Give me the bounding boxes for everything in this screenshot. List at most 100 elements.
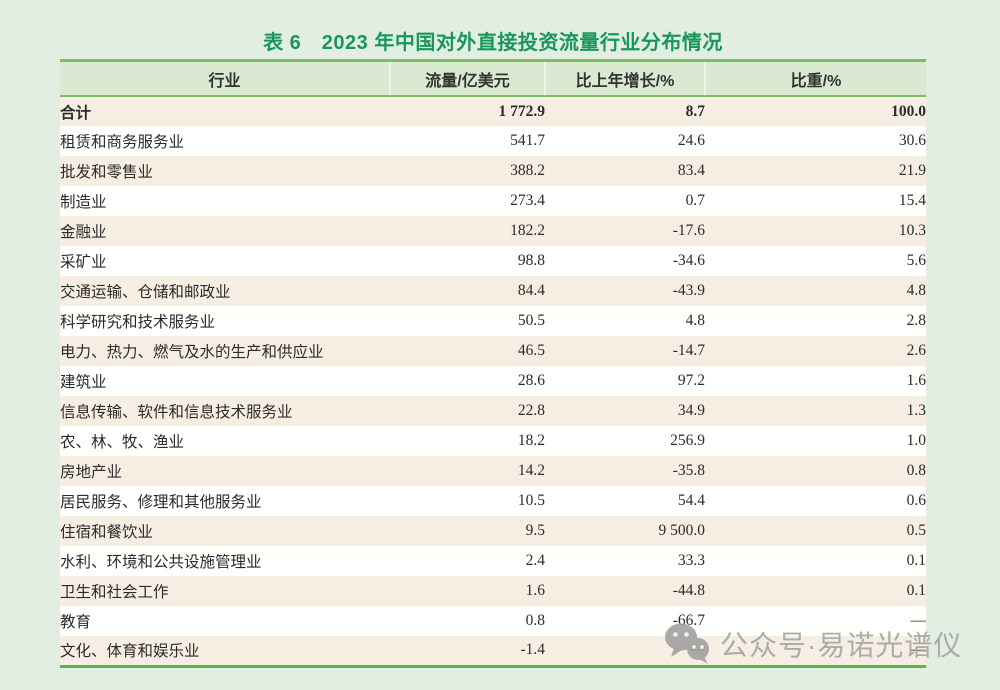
cell-industry: 科学研究和技术服务业 [60,314,216,331]
cell-share: 1.3 [906,402,926,419]
column-header-growth: 比上年增长/% [545,59,706,97]
cell-growth: 33.3 [677,552,705,569]
cell-industry: 批发和零售业 [60,164,154,181]
table-row: 农、林、牧、渔业 18.2 256.9 1.0 [60,426,926,456]
table-row: 房地产业 14.2 -35.8 0.8 [60,456,926,486]
table-row: 教育 0.8 -66.7 — [60,606,926,636]
cell-growth: 83.4 [677,162,705,179]
cell-growth: -66.7 [672,612,705,629]
cell-growth: 9 500.0 [658,522,706,539]
cell-industry: 房地产业 [60,464,123,481]
cell-share: 5.6 [906,252,926,269]
cell-flow: 541.7 [510,132,545,149]
cell-growth: 97.2 [677,372,705,389]
cell-industry: 建筑业 [60,374,107,391]
cell-flow: 388.2 [510,162,545,179]
cell-flow: 50.5 [517,312,545,329]
cell-flow: -1.4 [390,636,545,668]
table-row: 科学研究和技术服务业 50.5 4.8 2.8 [60,306,926,336]
table-header: 行业 流量/亿美元 比上年增长/% 比重/% [60,59,926,97]
table-row: 采矿业 98.8 -34.6 5.6 [60,246,926,276]
cell-growth: -34.6 [672,252,705,269]
cell-share: 1.0 [906,432,926,449]
cell-growth: -17.6 [672,222,705,239]
cell-industry: 采矿业 [60,254,107,271]
table-row: 建筑业 28.6 97.2 1.6 [60,366,926,396]
table-row: 批发和零售业 388.2 83.4 21.9 [60,156,926,186]
cell-growth: -43.9 [672,282,705,299]
cell-flow: 182.2 [510,222,545,239]
cell-flow: 2.4 [525,552,545,569]
cell-share: 30.6 [898,132,926,149]
table-row: 合计 1 772.9 8.7 100.0 [60,96,926,126]
cell-industry: 制造业 [60,194,107,211]
cell-flow: 46.5 [517,342,545,359]
cell-industry: 住宿和餐饮业 [60,524,154,541]
header-row: 行业 流量/亿美元 比上年增长/% 比重/% [60,59,926,97]
cell-growth: -44.8 [672,582,705,599]
cell-growth: -35.8 [672,462,705,479]
cell-flow: 10.5 [517,492,545,509]
cell-industry: 信息传输、软件和信息技术服务业 [60,404,293,421]
cell-flow: 14.2 [517,462,545,479]
table-title: 表 6 2023 年中国对外直接投资流量行业分布情况 [263,32,723,54]
cell-share: 0.8 [906,462,926,479]
cell-flow: 0.8 [525,612,545,629]
table-row: 电力、热力、燃气及水的生产和供应业 46.5 -14.7 2.6 [60,336,926,366]
cell-flow: 1 772.9 [498,102,546,120]
cell-industry: 金融业 [60,224,107,241]
cell-growth: 54.4 [677,492,705,509]
table-row: 文化、体育和娱乐业 -1.4— — [60,636,926,668]
cell-share: 1.6 [906,372,926,389]
cell-industry: 卫生和社会工作 [60,584,169,601]
table-container: 行业 流量/亿美元 比上年增长/% 比重/% 合计 1 772.9 8.7 100.0… [60,59,926,668]
data-table: 行业 流量/亿美元 比上年增长/% 比重/% 合计 1 772.9 8.7 100.0… [60,59,926,668]
cell-industry: 电力、热力、燃气及水的生产和供应业 [60,344,324,361]
table-row: 卫生和社会工作 1.6 -44.8 0.1 [60,576,926,606]
cell-growth: — [545,636,705,668]
cell-share: 0.5 [906,522,926,539]
table-row: 租赁和商务服务业 541.7 24.6 30.6 [60,126,926,156]
cell-share: 10.3 [898,222,926,239]
cell-share: 0.6 [906,492,926,509]
cell-industry: 农、林、牧、渔业 [60,434,185,451]
cell-flow: 273.4 [510,192,545,209]
cell-share: — [705,636,926,668]
table-row: 金融业 182.2 -17.6 10.3 [60,216,926,246]
cell-flow: 9.5 [525,522,545,539]
cell-share: — [910,612,927,629]
cell-industry: 租赁和商务服务业 [60,134,185,151]
table-body: 合计 1 772.9 8.7 100.0 租赁和商务服务业 541.7 24.6 30.6 批发… [60,96,926,668]
cell-growth: 4.8 [685,312,705,329]
cell-flow: 98.8 [517,252,545,269]
cell-industry: 教育 [60,614,92,631]
cell-flow: 84.4 [517,282,545,299]
table-row: 居民服务、修理和其他服务业 10.5 54.4 0.6 [60,486,926,516]
cell-share: 4.8 [906,282,926,299]
column-header-share: 比重/% [705,59,926,97]
column-header-flow: 流量/亿美元 [390,59,546,97]
cell-industry: 居民服务、修理和其他服务业 [60,494,262,511]
cell-share: 2.6 [906,342,926,359]
table-row: 信息传输、软件和信息技术服务业 22.8 34.9 1.3 [60,396,926,426]
cell-growth: 256.9 [670,432,705,449]
table-row: 交通运输、仓储和邮政业 84.4 -43.9 4.8 [60,276,926,306]
cell-flow: 22.8 [517,402,545,419]
cell-flow: 1.6 [525,582,545,599]
cell-share: 15.4 [898,192,926,209]
cell-growth: 24.6 [677,132,705,149]
table-row: 水利、环境和公共设施管理业 2.4 33.3 0.1 [60,546,926,576]
cell-growth: 0.7 [685,192,705,209]
cell-share: 0.1 [906,582,926,599]
cell-industry: 文化、体育和娱乐业 [60,636,390,668]
cell-industry: 水利、环境和公共设施管理业 [60,554,262,571]
cell-flow: 18.2 [517,432,545,449]
cell-share: 21.9 [898,162,926,179]
table-row: 住宿和餐饮业 9.5 9 500.0 0.5 [60,516,926,546]
cell-growth: -14.7 [672,342,705,359]
cell-share: 2.8 [906,312,926,329]
cell-growth: 8.7 [685,102,705,120]
cell-industry: 交通运输、仓储和邮政业 [60,284,231,301]
cell-flow: 28.6 [517,372,545,389]
